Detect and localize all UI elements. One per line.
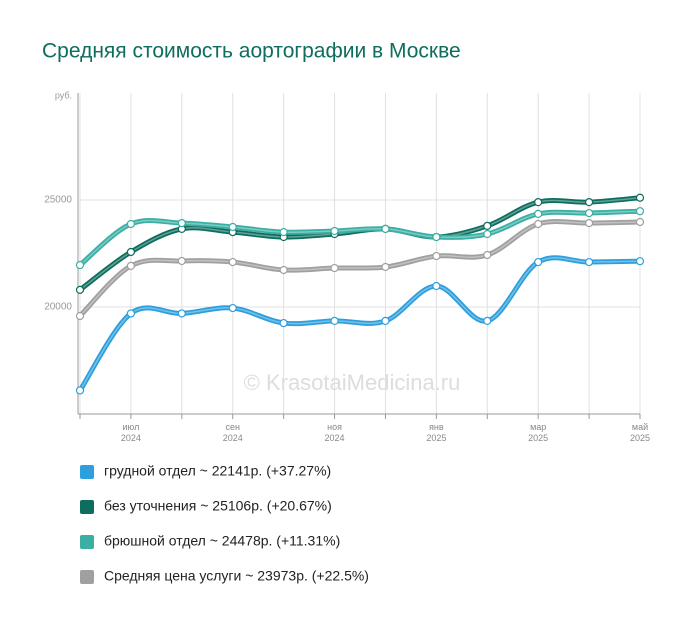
legend-label: грудной отдел ~ 22141р. (+37.27%)	[104, 463, 331, 479]
data-point	[584, 208, 594, 218]
data-point	[483, 229, 492, 239]
data-point	[228, 257, 237, 267]
data-point	[534, 219, 543, 229]
data-point	[177, 219, 186, 228]
data-point	[635, 207, 645, 216]
data-point	[584, 198, 594, 207]
data-point	[126, 261, 136, 271]
data-point	[330, 316, 339, 326]
chart-title: Средняя стоимость аортографии в Москве	[42, 40, 461, 63]
legend-label: без уточнения ~ 25106р. (+20.67%)	[104, 498, 332, 514]
legend-label: брюшной отдел ~ 24478р. (+11.31%)	[104, 533, 340, 549]
legend-swatch	[80, 570, 94, 584]
data-point	[432, 232, 441, 242]
data-point	[635, 217, 645, 227]
data-point	[381, 316, 390, 326]
data-point	[330, 226, 339, 236]
data-point	[330, 263, 339, 273]
watermark: © KrasotaiMedicina.ru	[244, 370, 461, 395]
x-tick-label: июл 2024	[121, 422, 141, 443]
data-point	[75, 285, 85, 294]
data-point	[126, 309, 136, 318]
legend-label: Средняя цена услуги ~ 23973р. (+22.5%)	[104, 568, 369, 584]
data-point	[534, 198, 543, 207]
data-point	[75, 386, 85, 395]
x-tick-label: мар 2025	[528, 422, 548, 443]
y-tick-label: 20000	[44, 302, 72, 313]
data-point	[126, 219, 136, 229]
data-point	[635, 193, 645, 202]
data-point	[584, 257, 594, 267]
data-point	[75, 260, 85, 270]
data-point	[279, 265, 288, 275]
data-point	[177, 309, 186, 318]
x-tick-label: май 2025	[630, 422, 650, 443]
data-point	[381, 262, 390, 272]
data-point	[432, 281, 441, 291]
x-tick-label: сен 2024	[223, 422, 243, 443]
data-point	[432, 251, 441, 261]
data-point	[126, 247, 136, 257]
legend-swatch	[80, 465, 94, 479]
data-point	[635, 257, 645, 266]
x-tick-label: ноя 2024	[325, 422, 345, 443]
data-point	[228, 222, 237, 232]
data-point	[279, 228, 288, 237]
y-tick-label: 25000	[44, 195, 72, 206]
data-point	[177, 256, 186, 266]
data-point	[534, 257, 543, 267]
legend-swatch	[80, 535, 94, 549]
x-tick-label: янв 2025	[426, 422, 446, 443]
legend-swatch	[80, 500, 94, 514]
data-point	[534, 209, 543, 219]
data-point	[483, 221, 492, 230]
data-point	[381, 224, 390, 233]
y-axis-label: руб.	[55, 90, 72, 100]
data-point	[483, 316, 492, 326]
data-point	[75, 311, 85, 321]
data-point	[483, 250, 492, 260]
data-point	[584, 219, 594, 228]
data-point	[228, 303, 237, 313]
data-point	[279, 318, 288, 328]
